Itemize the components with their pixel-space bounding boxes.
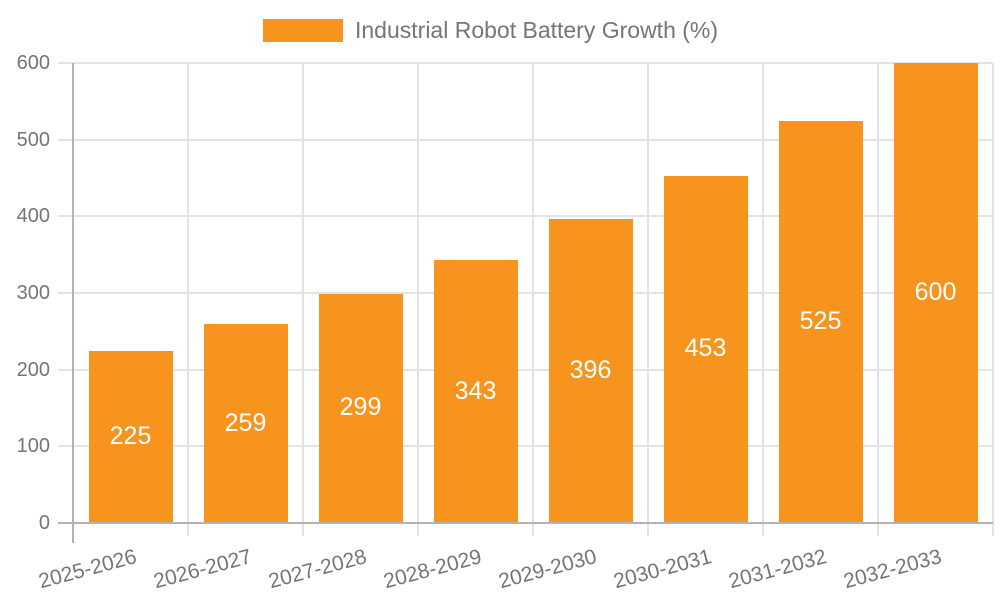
bar-value-label: 259 — [224, 408, 267, 437]
y-gridline — [58, 62, 993, 64]
y-gridline — [58, 292, 993, 294]
y-axis-tick-label: 300 — [16, 282, 50, 304]
x-axis-line — [58, 522, 993, 524]
bar-value-label: 525 — [799, 306, 842, 335]
legend-label: Industrial Robot Battery Growth (%) — [355, 17, 719, 43]
y-axis-tick-label: 0 — [38, 512, 50, 534]
y-gridline — [58, 138, 993, 141]
bar-2031-2032 — [778, 120, 863, 523]
bar-value-label: 343 — [454, 376, 497, 405]
x-gridline — [877, 63, 879, 536]
y-gridline — [58, 215, 993, 218]
x-gridline — [302, 63, 304, 536]
bar-value-label: 225 — [109, 421, 152, 450]
x-axis-tick-label: 2026-2027 — [151, 545, 255, 594]
bar-2025-2026 — [88, 350, 173, 523]
bar-value-label: 453 — [684, 334, 727, 363]
x-axis-tick-label: 2025-2026 — [36, 545, 140, 594]
x-axis-tick-label: 2028-2029 — [381, 545, 485, 594]
x-axis-tick-label: 2027-2028 — [266, 545, 370, 594]
legend-swatch-icon — [263, 19, 343, 42]
x-axis-tick-label: 2029-2030 — [496, 545, 600, 594]
y-axis-tick-label: 100 — [16, 435, 50, 458]
y-axis-line — [72, 63, 74, 543]
x-gridline — [992, 63, 994, 536]
x-gridline — [647, 63, 649, 536]
x-gridline — [532, 63, 534, 536]
x-axis-tick-label: 2030-2031 — [611, 545, 715, 594]
bar-2028-2029 — [433, 260, 518, 523]
y-axis-tick-label: 600 — [16, 52, 50, 74]
bar-2027-2028 — [318, 293, 403, 523]
y-axis-tick-label: 500 — [16, 128, 50, 151]
x-axis-tick-label: 2032-2033 — [841, 545, 945, 594]
bar-2032-2033 — [893, 63, 978, 523]
bar-2026-2027 — [203, 324, 288, 523]
bar-value-label: 396 — [569, 356, 612, 385]
x-axis-tick-label: 2031-2032 — [726, 545, 830, 594]
y-axis-tick-label: 400 — [16, 205, 50, 228]
y-axis-tick-label: 200 — [16, 358, 50, 381]
x-gridline — [762, 63, 764, 536]
y-gridline — [58, 445, 993, 448]
x-gridline — [187, 63, 189, 536]
bar-2030-2031 — [663, 175, 748, 523]
x-gridline — [417, 63, 419, 536]
bar-value-label: 299 — [339, 393, 382, 422]
bar-value-label: 600 — [914, 278, 957, 306]
legend-item[interactable]: Industrial Robot Battery Growth (%) — [263, 17, 718, 44]
bar-2029-2030 — [548, 219, 633, 523]
y-gridline — [58, 368, 993, 371]
